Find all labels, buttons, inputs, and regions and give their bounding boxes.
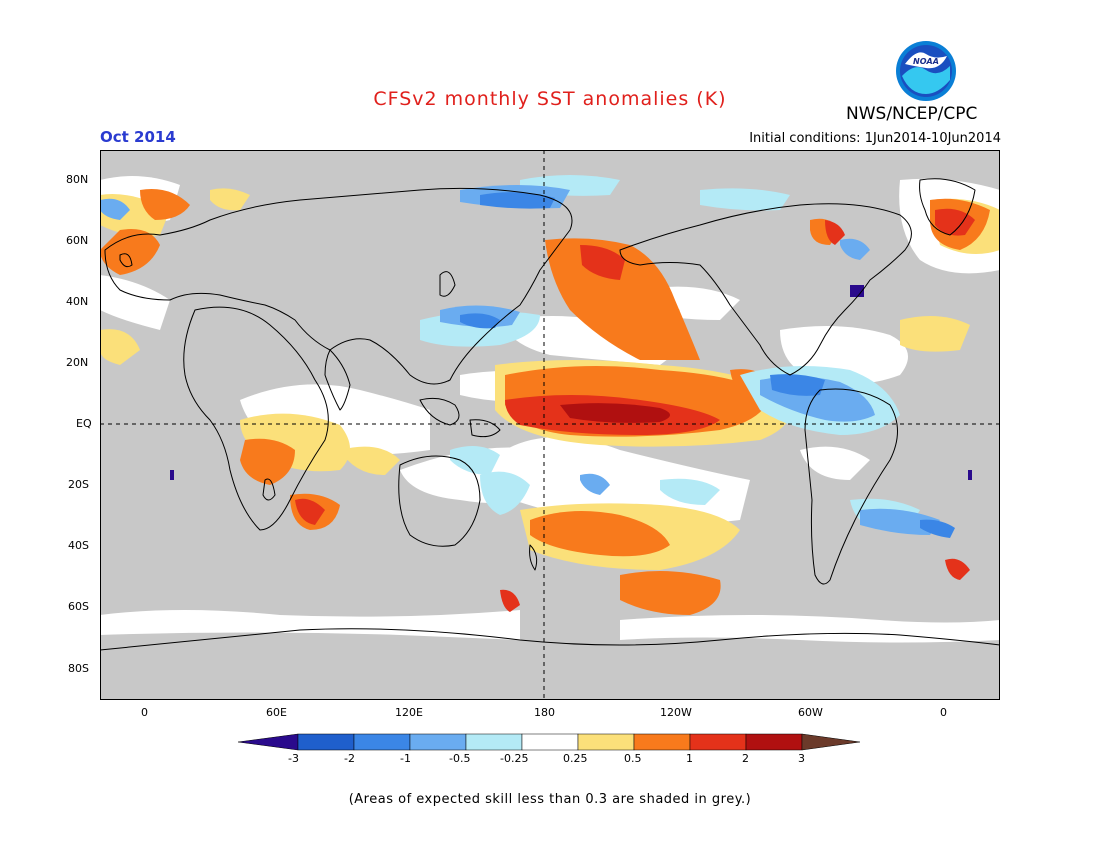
colorbar-label: -2 [344, 752, 355, 765]
colorbar-label: -3 [288, 752, 299, 765]
colorbar-label: 3 [798, 752, 805, 765]
colorbar-label: 2 [742, 752, 749, 765]
initial-conditions: Initial conditions: 1Jun2014-10Jun2014 [749, 131, 1001, 146]
lon-label: 0 [940, 706, 947, 719]
lon-label: 60E [266, 706, 287, 719]
skill-note: (Areas of expected skill less than 0.3 a… [348, 792, 752, 807]
lat-label: 80N [66, 173, 89, 186]
lon-label: 120E [395, 706, 423, 719]
lon-label: 120W [660, 706, 692, 719]
target-month: Oct 2014 [100, 128, 176, 146]
lon-label: 180 [534, 706, 555, 719]
colorbar-label: -0.5 [449, 752, 471, 765]
lat-label: 60N [66, 234, 89, 247]
lat-label: 60S [68, 600, 89, 613]
colorbar-label: 0.5 [624, 752, 642, 765]
lon-label: 0 [141, 706, 148, 719]
sst-anomaly-map [100, 150, 1000, 700]
anomaly-2-3 [560, 403, 670, 423]
colorbar-label: -1 [400, 752, 411, 765]
coastlines [100, 178, 1000, 651]
anomaly-1-2 [295, 208, 975, 612]
map-frame [100, 150, 1000, 700]
colorbar-label: 0.25 [563, 752, 588, 765]
lat-label: 40N [66, 295, 89, 308]
noaa-logo: NOAA [895, 40, 957, 102]
lat-label: 20N [66, 356, 89, 369]
agency-label: NWS/NCEP/CPC [846, 104, 978, 124]
lon-label: 60W [798, 706, 823, 719]
lat-label: 20S [68, 478, 89, 491]
lat-label: 80S [68, 662, 89, 675]
lat-label: EQ [76, 417, 92, 430]
colorbar-label: -0.25 [500, 752, 529, 765]
chart-title: CFSv2 monthly SST anomalies (K) [373, 88, 727, 110]
lat-label: 40S [68, 539, 89, 552]
anomaly-neg1-neg2 [460, 192, 955, 538]
colorbar-label: 1 [686, 752, 693, 765]
noaa-logo-text: NOAA [913, 57, 939, 66]
colorbar [238, 733, 861, 751]
anomaly-lt-neg3 [850, 285, 864, 297]
